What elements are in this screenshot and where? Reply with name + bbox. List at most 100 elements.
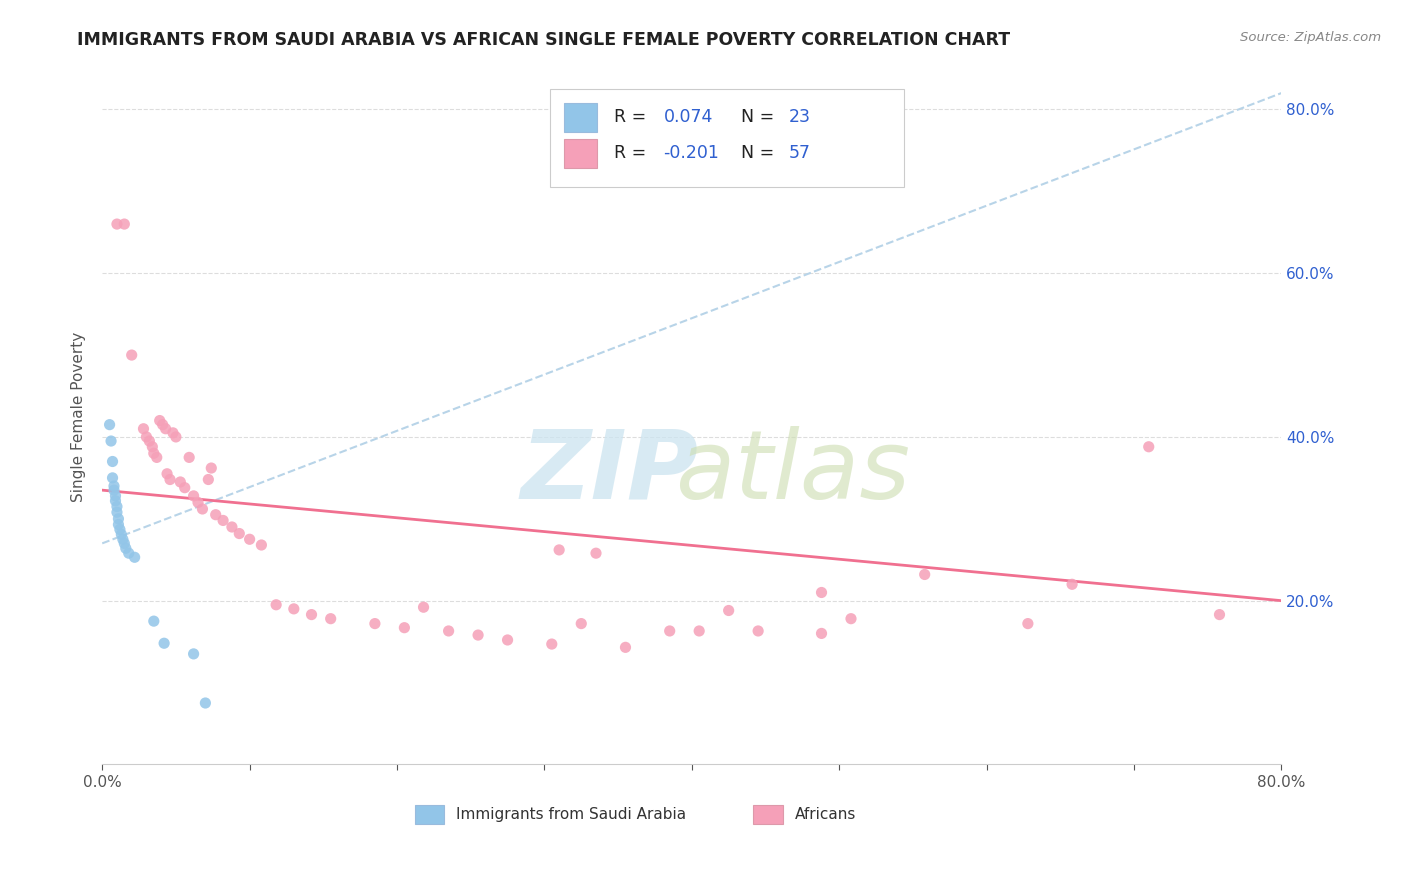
Point [1137,440,1160,454]
Bar [754,805,783,824]
Point [914,567,936,582]
Point [156,467,179,481]
Point [118,546,141,560]
Point [165,430,187,444]
Point [183,489,205,503]
Point [194,696,217,710]
Text: 23: 23 [789,108,810,127]
Point [437,624,460,638]
Point [1017,616,1039,631]
Point [540,637,562,651]
Point [142,446,165,460]
Point [124,550,146,565]
Point [688,624,710,638]
Point [810,626,832,640]
Text: atlas: atlas [675,425,910,518]
Point [364,616,387,631]
Point [108,523,131,537]
Point [717,603,740,617]
Point [264,598,287,612]
Point [250,538,273,552]
Point [169,475,191,489]
Point [107,517,129,532]
Text: N =: N = [741,108,780,127]
Point [98,417,121,432]
Point [114,541,136,556]
Point [142,614,165,628]
Bar [564,139,598,168]
Text: 0.074: 0.074 [664,108,713,127]
Point [105,500,128,514]
Point [283,602,305,616]
Point [614,640,637,655]
Point [747,624,769,638]
Point [105,505,128,519]
Point [197,473,219,487]
Point [319,612,342,626]
Point [101,454,124,468]
Point [105,217,128,231]
Point [121,348,143,362]
Point [149,413,172,427]
Bar [564,103,598,132]
Point [204,508,226,522]
Point [239,533,262,547]
Point [103,483,125,497]
Point [179,450,201,465]
Text: Source: ZipAtlas.com: Source: ZipAtlas.com [1240,31,1381,45]
Point [228,526,250,541]
Point [152,417,174,432]
Point [132,422,155,436]
Point [104,489,127,503]
Point [112,217,135,231]
Bar [415,805,444,824]
Point [104,493,127,508]
Text: Africans: Africans [794,807,856,822]
Point [548,542,571,557]
Text: Immigrants from Saudi Arabia: Immigrants from Saudi Arabia [456,807,686,822]
Bar [550,89,904,186]
Point [1208,607,1230,622]
Text: IMMIGRANTS FROM SAUDI ARABIA VS AFRICAN SINGLE FEMALE POVERTY CORRELATION CHART: IMMIGRANTS FROM SAUDI ARABIA VS AFRICAN … [77,31,1011,49]
Point [585,546,607,560]
Point [153,636,176,650]
Point [138,434,160,448]
Point [212,513,235,527]
Point [221,520,243,534]
Point [412,600,434,615]
Point [1062,577,1084,591]
Point [141,440,163,454]
Text: ZIP: ZIP [520,425,699,518]
Point [183,647,205,661]
Point [103,479,125,493]
Point [155,422,177,436]
Text: 57: 57 [789,145,810,162]
Point [107,512,129,526]
Y-axis label: Single Female Poverty: Single Female Poverty [72,331,86,501]
Text: N =: N = [741,145,780,162]
Point [187,495,209,509]
Point [111,533,134,547]
Point [101,471,124,485]
Point [173,481,195,495]
Text: -0.201: -0.201 [664,145,720,162]
Text: R =: R = [614,108,652,127]
Point [569,616,592,631]
Point [191,502,214,516]
Point [301,607,323,622]
Point [467,628,489,642]
Point [100,434,122,448]
Point [810,585,832,599]
Point [394,621,416,635]
Point [159,473,181,487]
Point [112,536,135,550]
Point [658,624,681,638]
Point [200,461,222,475]
Point [496,632,519,647]
Point [145,450,167,465]
Point [110,527,132,541]
Text: R =: R = [614,145,652,162]
Point [135,430,157,444]
Point [162,425,184,440]
Point [839,612,862,626]
